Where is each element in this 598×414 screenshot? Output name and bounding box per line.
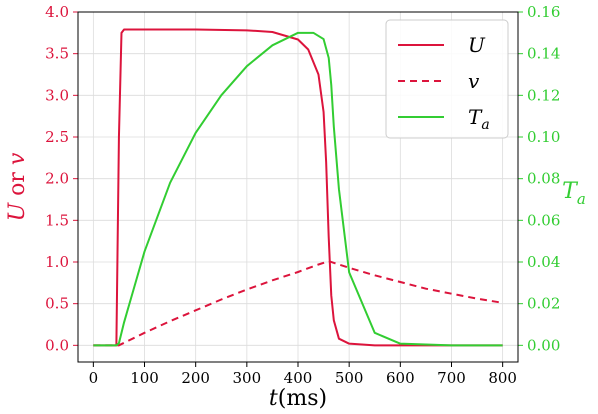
legend-label-v: v xyxy=(468,69,480,93)
x-tick-label: 800 xyxy=(488,369,517,387)
y-right-tick-label: 0.02 xyxy=(527,295,560,313)
series-line-ta xyxy=(93,31,503,347)
y-left-tick-label: 3.0 xyxy=(45,86,69,104)
x-axis-label: t(ms) xyxy=(269,386,327,411)
y-left-tick-label: 0.5 xyxy=(45,295,69,313)
legend-label-ta: Ta xyxy=(468,105,490,133)
x-tick-label: 400 xyxy=(284,369,313,387)
y-right-axis-label: Ta xyxy=(562,179,586,208)
x-tick-label: 600 xyxy=(386,369,415,387)
x-tick-label: 500 xyxy=(335,369,364,387)
y-left-tick-label: 0.0 xyxy=(45,336,69,354)
x-tick-label: 0 xyxy=(89,369,99,387)
y-right-tick-label: 0.08 xyxy=(527,170,560,188)
y-left-tick-label: 3.5 xyxy=(45,45,69,63)
y-right-tick-label: 0.00 xyxy=(527,336,560,354)
series-line-v xyxy=(93,260,503,347)
y-right-tick-label: 0.12 xyxy=(527,86,560,104)
x-tick-label: 100 xyxy=(130,369,159,387)
y-left-tick-label: 2.5 xyxy=(45,128,69,146)
plot-frame xyxy=(77,11,519,363)
y-left-tick-label: 4.0 xyxy=(45,3,69,21)
legend-box xyxy=(385,19,509,139)
y-right-tick-label: 0.16 xyxy=(527,3,560,21)
y-left-tick-label: 2.0 xyxy=(45,170,69,188)
y-right-tick-label: 0.06 xyxy=(527,211,560,229)
legend-label-u: U xyxy=(468,33,486,57)
y-left-tick-label: 1.0 xyxy=(45,253,69,271)
legend: Uv Ta xyxy=(385,19,509,139)
series-line-u xyxy=(93,28,503,347)
x-tick-label: 200 xyxy=(181,369,210,387)
y-right-tick-label: 0.04 xyxy=(527,253,560,271)
y-right-tick-label: 0.14 xyxy=(527,45,560,63)
x-tick-label: 300 xyxy=(233,369,262,387)
x-tick-label: 700 xyxy=(437,369,466,387)
y-right-tick-label: 0.10 xyxy=(527,128,560,146)
plot-area xyxy=(93,28,503,347)
y-left-axis-label: U or v xyxy=(5,152,30,221)
axes: 0 100 200 300 400 500 600 700 800 0.0 0.5 1.0 1.5 2.0… xyxy=(45,3,560,387)
y-left-tick-label: 1.5 xyxy=(45,211,69,229)
axis-labels: t(ms) U or v Ta xyxy=(5,152,586,411)
